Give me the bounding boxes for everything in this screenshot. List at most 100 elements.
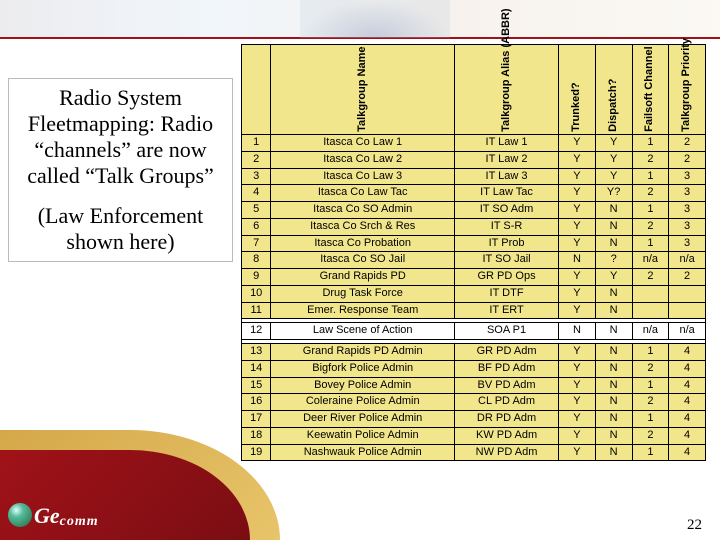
table-cell: 8	[242, 252, 271, 269]
table-cell: Y?	[595, 185, 632, 202]
logo-text-1: Ge	[34, 503, 60, 528]
table-cell: N	[595, 218, 632, 235]
table-cell: 4	[669, 394, 706, 411]
table-cell: Y	[559, 360, 596, 377]
table-row: 17Deer River Police AdminDR PD AdmYN14	[242, 411, 706, 428]
table-cell: N	[559, 323, 596, 340]
table-cell: Y	[559, 302, 596, 319]
table-cell: 6	[242, 218, 271, 235]
table-cell: N	[595, 202, 632, 219]
table-cell: Y	[559, 185, 596, 202]
column-header: Dispatch?	[595, 45, 632, 135]
column-header: Talkgroup Alias (ABBR)	[455, 45, 559, 135]
table-cell: 7	[242, 235, 271, 252]
table-cell: N	[595, 411, 632, 428]
logo-text-2: comm	[60, 514, 99, 529]
table-cell: Y	[559, 285, 596, 302]
table-cell: N	[595, 394, 632, 411]
title-text-box: Radio System Fleetmapping: Radio “channe…	[8, 78, 233, 262]
table-cell: 1	[632, 411, 669, 428]
table-cell: N	[595, 235, 632, 252]
table-cell: 2	[242, 151, 271, 168]
table-cell: 1	[632, 168, 669, 185]
table-cell: Keewatin Police Admin	[271, 427, 455, 444]
table-cell: ?	[595, 252, 632, 269]
table-cell: 2	[669, 151, 706, 168]
table-cell: Y	[595, 151, 632, 168]
table-cell: 4	[669, 444, 706, 461]
table-cell: Itasca Co SO Jail	[271, 252, 455, 269]
geocomm-logo: Gecomm	[8, 503, 99, 530]
table-header: Talkgroup NameTalkgroup Alias (ABBR)Trun…	[242, 45, 706, 135]
table-cell: Itasca Co SO Admin	[271, 202, 455, 219]
table-cell: 4	[669, 427, 706, 444]
table-cell: Grand Rapids PD	[271, 269, 455, 286]
table-cell: 14	[242, 360, 271, 377]
table-cell: IT SO Adm	[455, 202, 559, 219]
column-header: Failsoft Channel	[632, 45, 669, 135]
table-row: 13Grand Rapids PD AdminGR PD AdmYN14	[242, 344, 706, 361]
talkgroup-table-container: Talkgroup NameTalkgroup Alias (ABBR)Trun…	[241, 44, 706, 461]
table-cell: N	[595, 285, 632, 302]
table-cell: DR PD Adm	[455, 411, 559, 428]
table-row: 18Keewatin Police AdminKW PD AdmYN24	[242, 427, 706, 444]
table-cell: 2	[632, 218, 669, 235]
table-cell: IT Law 3	[455, 168, 559, 185]
table-cell: IT DTF	[455, 285, 559, 302]
table-cell: GR PD Ops	[455, 269, 559, 286]
table-cell: Itasca Co Law Tac	[271, 185, 455, 202]
globe-icon	[8, 503, 32, 527]
table-cell: Coleraine Police Admin	[271, 394, 455, 411]
table-cell: Y	[559, 377, 596, 394]
table-cell: Y	[559, 444, 596, 461]
table-cell: 1	[242, 135, 271, 152]
table-cell	[669, 285, 706, 302]
table-row: 3Itasca Co Law 3IT Law 3YY13	[242, 168, 706, 185]
table-cell: Y	[559, 151, 596, 168]
table-cell: Y	[559, 269, 596, 286]
table-cell: Grand Rapids PD Admin	[271, 344, 455, 361]
table-row: 2Itasca Co Law 2IT Law 2YY22	[242, 151, 706, 168]
table-row: 11Emer. Response TeamIT ERTYN	[242, 302, 706, 319]
table-row: 10Drug Task ForceIT DTFYN	[242, 285, 706, 302]
column-header	[242, 45, 271, 135]
table-cell: Y	[559, 394, 596, 411]
table-cell: NW PD Adm	[455, 444, 559, 461]
table-cell: 17	[242, 411, 271, 428]
table-cell: 2	[632, 185, 669, 202]
table-cell: 2	[632, 394, 669, 411]
table-cell: 10	[242, 285, 271, 302]
table-cell: Bigfork Police Admin	[271, 360, 455, 377]
table-cell: BF PD Adm	[455, 360, 559, 377]
table-cell: Y	[559, 135, 596, 152]
table-cell: 13	[242, 344, 271, 361]
table-cell	[632, 285, 669, 302]
table-cell: 3	[669, 185, 706, 202]
table-cell: 9	[242, 269, 271, 286]
table-cell: Itasca Co Probation	[271, 235, 455, 252]
table-row: 16Coleraine Police AdminCL PD AdmYN24	[242, 394, 706, 411]
table-cell: IT ERT	[455, 302, 559, 319]
table-cell: N	[595, 427, 632, 444]
column-header: Talkgroup Name	[271, 45, 455, 135]
table-cell: 5	[242, 202, 271, 219]
title-paragraph-1: Radio System Fleetmapping: Radio “channe…	[13, 85, 228, 189]
table-body: 1Itasca Co Law 1IT Law 1YY122Itasca Co L…	[242, 135, 706, 461]
table-cell: 12	[242, 323, 271, 340]
table-cell: 1	[632, 344, 669, 361]
table-cell: 3	[242, 168, 271, 185]
table-cell: IT Prob	[455, 235, 559, 252]
table-row: 9Grand Rapids PDGR PD OpsYY22	[242, 269, 706, 286]
table-cell: N	[595, 444, 632, 461]
table-cell: Drug Task Force	[271, 285, 455, 302]
table-cell: Y	[559, 344, 596, 361]
table-cell	[669, 302, 706, 319]
column-header: Trunked?	[559, 45, 596, 135]
header-photo	[300, 0, 450, 38]
table-row: 4Itasca Co Law TacIT Law TacYY?23	[242, 185, 706, 202]
title-paragraph-2: (Law Enforcement shown here)	[13, 203, 228, 255]
table-cell: 18	[242, 427, 271, 444]
table-cell: Y	[559, 411, 596, 428]
table-cell: BV PD Adm	[455, 377, 559, 394]
table-cell: N	[595, 323, 632, 340]
